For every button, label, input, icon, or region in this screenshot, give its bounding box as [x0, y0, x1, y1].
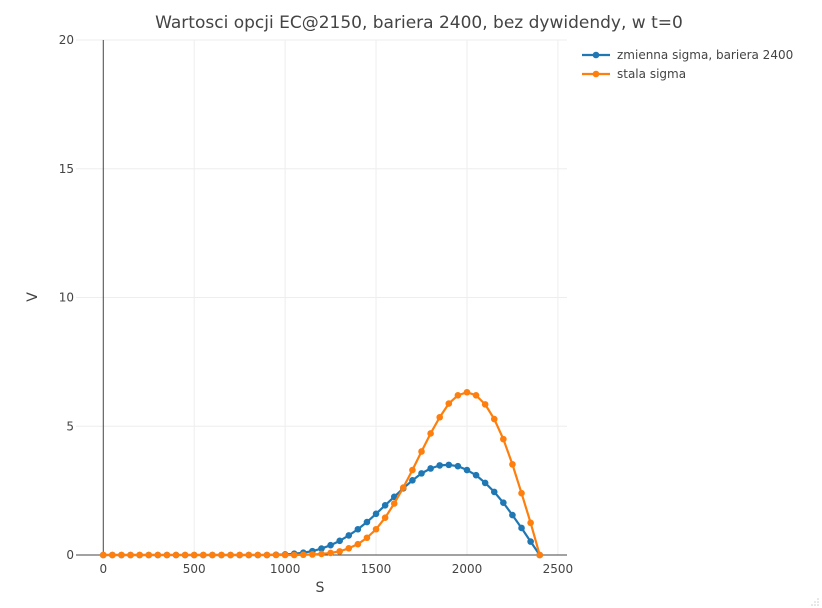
data-point[interactable] — [99, 551, 107, 559]
data-point[interactable] — [354, 540, 362, 548]
data-point[interactable] — [145, 551, 153, 559]
data-point[interactable] — [427, 430, 434, 437]
data-point[interactable] — [427, 465, 434, 472]
gridlines — [76, 39, 567, 555]
chart-title: Wartosci opcji EC@2150, bariera 2400, be… — [155, 13, 683, 33]
legend-marker — [592, 51, 600, 59]
x-tick-label: 500 — [183, 562, 206, 576]
data-point[interactable] — [500, 435, 507, 443]
data-point[interactable] — [463, 466, 471, 474]
data-point[interactable] — [381, 514, 389, 521]
data-point[interactable] — [181, 551, 189, 559]
data-point[interactable] — [381, 502, 389, 509]
y-tick-label: 10 — [59, 291, 74, 305]
data-point[interactable] — [372, 525, 380, 533]
data-point[interactable] — [372, 510, 380, 518]
data-point[interactable] — [327, 549, 334, 557]
legend-item-0[interactable]: zmienna sigma, bariera 2400 — [582, 48, 793, 62]
data-point[interactable] — [163, 551, 171, 559]
data-point[interactable] — [345, 545, 353, 552]
data-point[interactable] — [118, 551, 125, 559]
x-axis-title: S — [316, 580, 325, 596]
data-point[interactable] — [518, 489, 525, 497]
legend-label: zmienna sigma, bariera 2400 — [617, 48, 793, 62]
x-tick-label: 2500 — [543, 562, 574, 576]
data-point[interactable] — [527, 519, 534, 527]
y-tick-label: 20 — [59, 33, 74, 47]
data-point[interactable] — [209, 551, 216, 559]
data-point[interactable] — [418, 448, 425, 455]
data-point[interactable] — [436, 462, 444, 469]
data-point[interactable] — [436, 413, 444, 421]
data-point[interactable] — [490, 415, 498, 423]
data-point[interactable] — [199, 551, 207, 559]
data-point[interactable] — [272, 551, 280, 559]
y-tick-label: 0 — [66, 548, 74, 562]
data-point[interactable] — [409, 466, 416, 474]
data-point[interactable] — [363, 518, 371, 526]
data-point[interactable] — [281, 551, 289, 559]
data-point[interactable] — [409, 477, 416, 484]
series-line — [103, 463, 541, 557]
data-point[interactable] — [418, 470, 425, 477]
data-point[interactable] — [445, 461, 453, 469]
x-tick-label: 0 — [99, 562, 107, 576]
x-tick-label: 1000 — [270, 562, 301, 576]
data-point[interactable] — [218, 551, 225, 559]
y-axis-title: V — [25, 292, 41, 302]
legend-item-1[interactable]: stala sigma — [582, 67, 686, 81]
data-point[interactable] — [327, 541, 334, 549]
data-point[interactable] — [190, 551, 198, 559]
data-point[interactable] — [390, 500, 398, 507]
series-layer — [99, 388, 544, 559]
data-point[interactable] — [318, 545, 325, 552]
data-point[interactable] — [109, 551, 116, 559]
data-point[interactable] — [509, 461, 516, 468]
data-point[interactable] — [318, 550, 325, 558]
data-point[interactable] — [236, 551, 243, 559]
data-point[interactable] — [172, 551, 180, 559]
series-0 — [99, 461, 544, 559]
data-point[interactable] — [345, 532, 353, 539]
data-point[interactable] — [472, 392, 480, 399]
data-point[interactable] — [127, 551, 134, 559]
data-point[interactable] — [309, 551, 316, 558]
y-tick-label: 15 — [59, 162, 74, 176]
legend[interactable]: zmienna sigma, bariera 2400 stala sigma — [582, 48, 793, 81]
data-point[interactable] — [454, 392, 462, 399]
data-point[interactable] — [336, 548, 343, 555]
data-point[interactable] — [481, 401, 489, 408]
legend-marker — [592, 70, 600, 78]
data-point[interactable] — [363, 534, 371, 542]
data-point[interactable] — [245, 551, 253, 559]
x-tick-label: 1500 — [361, 562, 392, 576]
data-point[interactable] — [154, 551, 162, 559]
data-point[interactable] — [300, 551, 307, 559]
resize-handle-icon[interactable] — [811, 598, 819, 606]
data-point[interactable] — [263, 551, 271, 559]
series-1 — [99, 388, 544, 559]
data-point[interactable] — [518, 524, 525, 532]
data-point[interactable] — [227, 551, 234, 559]
y-tick-label: 5 — [66, 419, 74, 433]
data-point[interactable] — [136, 551, 143, 559]
data-point[interactable] — [509, 511, 516, 519]
data-point[interactable] — [490, 488, 498, 496]
data-point[interactable] — [463, 388, 471, 396]
data-point[interactable] — [536, 551, 544, 559]
legend-label: stala sigma — [617, 67, 686, 81]
data-point[interactable] — [500, 499, 507, 507]
data-point[interactable] — [354, 525, 362, 533]
data-point[interactable] — [445, 400, 453, 407]
data-point[interactable] — [290, 551, 298, 559]
data-point[interactable] — [527, 538, 534, 545]
data-point[interactable] — [400, 484, 407, 491]
x-tick-label: 2000 — [452, 562, 483, 576]
data-point[interactable] — [481, 479, 489, 487]
data-point[interactable] — [254, 551, 262, 559]
data-point[interactable] — [472, 471, 480, 479]
data-point[interactable] — [454, 462, 462, 470]
data-point[interactable] — [336, 537, 343, 545]
